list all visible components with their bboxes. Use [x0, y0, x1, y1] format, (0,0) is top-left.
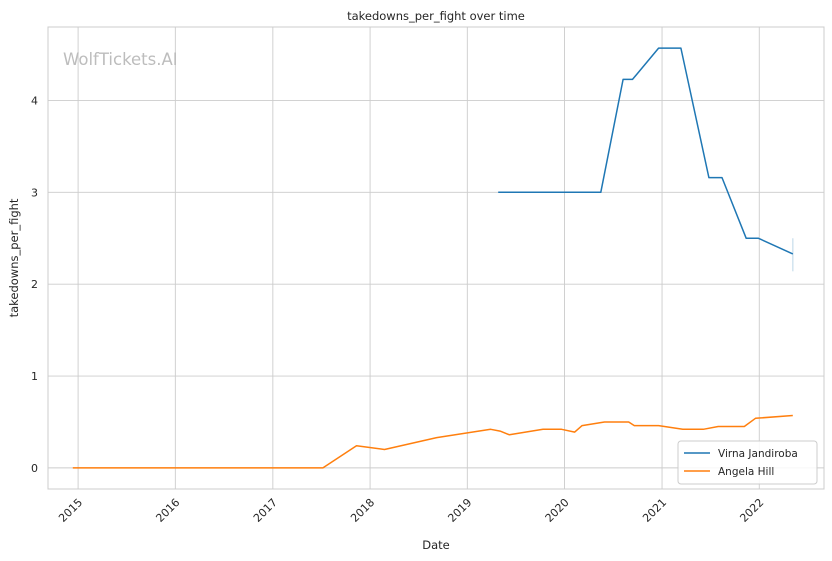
x-tick-label: 2020: [543, 496, 572, 525]
x-tick-label: 2022: [737, 496, 766, 525]
tick-labels: 0 1 2 3 4 2015 2016 2017 2018 2019 2020 2021 2022: [31, 94, 766, 524]
y-axis-label: takedowns_per_fight: [7, 198, 21, 317]
series-lines: [72, 47, 794, 469]
legend-label-virna-jandiroba: Virna Jandiroba: [718, 448, 798, 460]
legend-box: [677, 440, 818, 485]
y-tick-label: 1: [31, 370, 38, 383]
x-tick-label: 2015: [56, 496, 85, 525]
chart-title: takedowns_per_fight over time: [347, 9, 525, 23]
y-tick-label: 0: [31, 462, 38, 475]
gridlines: [48, 27, 824, 489]
legend-label-angela-hill: Angela Hill: [718, 466, 774, 478]
x-tick-label: 2021: [640, 496, 669, 525]
y-tick-label: 2: [31, 278, 38, 291]
y-tick-label: 3: [31, 186, 38, 199]
series-line-virna-jandiroba: [498, 47, 794, 255]
series-line-angela-hill: [72, 414, 793, 469]
y-tick-label: 4: [31, 94, 38, 107]
x-tick-label: 2018: [348, 496, 377, 525]
x-tick-label: 2019: [445, 496, 474, 525]
watermark: WolfTickets.AI: [63, 50, 178, 69]
legend: Virna Jandiroba Angela Hill: [677, 440, 818, 485]
x-tick-label: 2017: [251, 496, 280, 525]
x-tick-label: 2016: [153, 496, 182, 525]
plot-frame: [47, 26, 825, 490]
x-axis-label: Date: [422, 538, 450, 552]
